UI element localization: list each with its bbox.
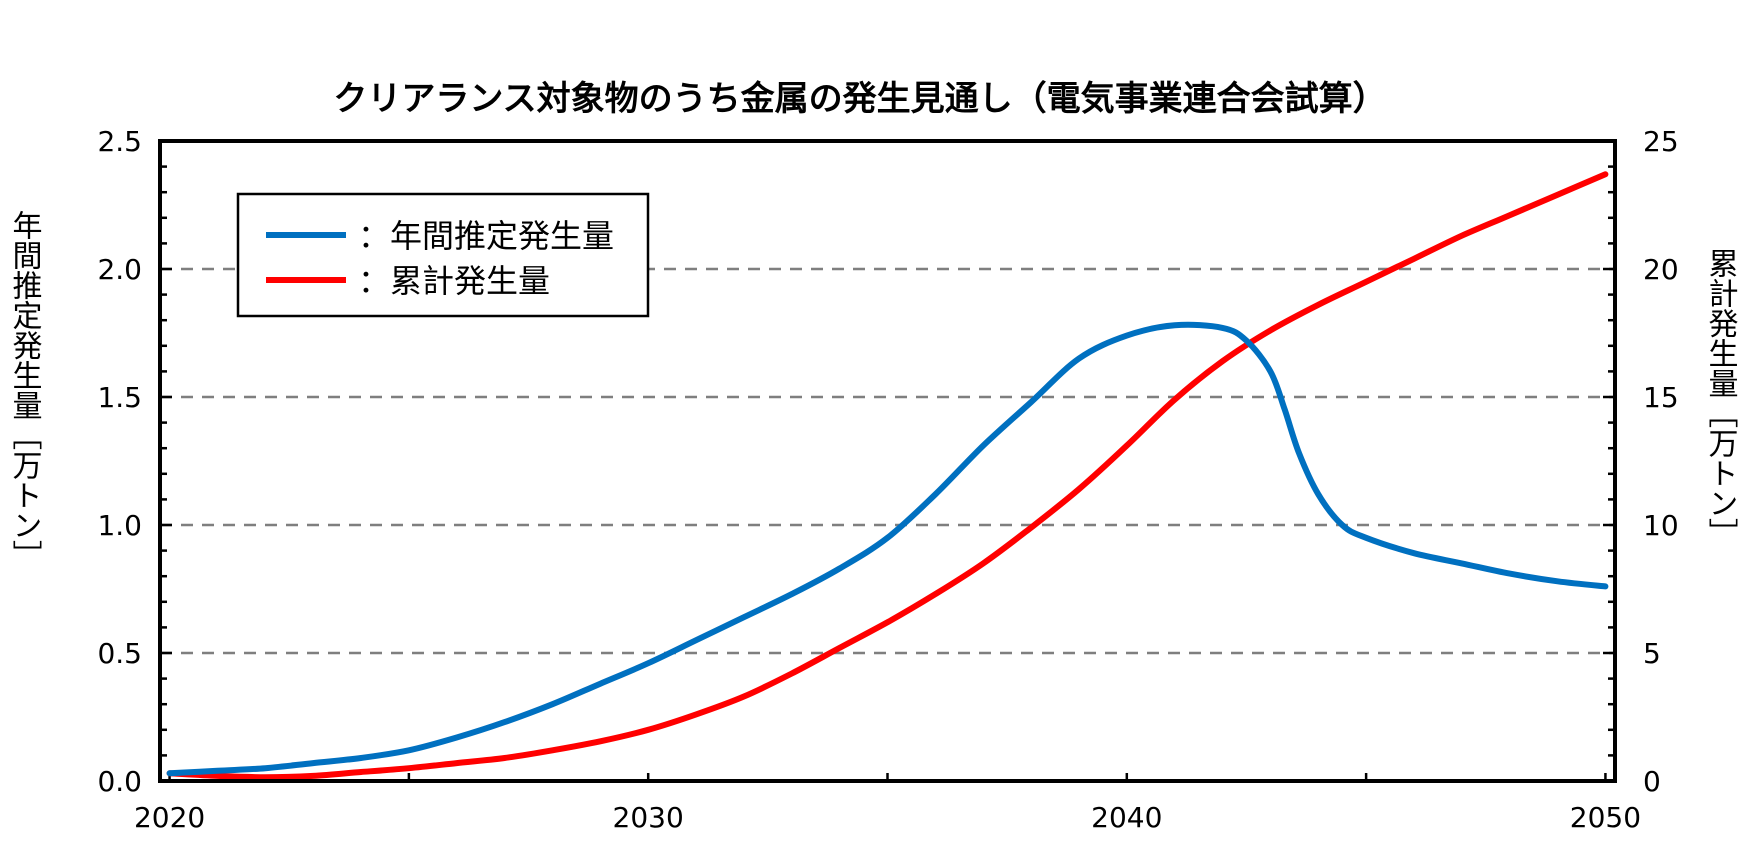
- y-tick-label: 1.5: [97, 381, 142, 414]
- x-tick-label: 2040: [1091, 801, 1162, 834]
- y2-tick-label: 15: [1643, 381, 1679, 414]
- series-cumulative-line: [166, 171, 1609, 781]
- x-tick-label: 2030: [613, 801, 684, 834]
- x-tick-label: 2050: [1570, 801, 1641, 834]
- y2-tick-label: 5: [1643, 637, 1661, 670]
- series-layer: [166, 171, 1609, 781]
- plot-frame: [158, 139, 1617, 783]
- y2-axis-tick-labels: 0 5 10 15 20 25: [1643, 125, 1679, 798]
- y2-axis-label: 累計発生量［万トン］: [1703, 248, 1739, 548]
- x-tick-label: 2020: [134, 801, 205, 834]
- grid-lines: [160, 267, 1615, 655]
- y2-tick-label: 0: [1643, 765, 1661, 798]
- y-tick-label: 0.5: [97, 637, 142, 670]
- y-axis-tick-labels: 0.0 0.5 1.0 1.5 2.0 2.5: [97, 125, 142, 798]
- y2-tick-label: 25: [1643, 125, 1679, 158]
- chart-title: クリアランス対象物のうち金属の発生見通し（電気事業連合会試算）: [333, 79, 1386, 119]
- series-annual-line: [166, 321, 1609, 777]
- y2-tick-label: 10: [1643, 509, 1679, 542]
- legend-label-annual: ：年間推定発生量: [358, 217, 614, 255]
- y-tick-label: 2.0: [97, 253, 142, 286]
- x-axis-tick-labels: 2020 2030 2040 2050: [134, 801, 1641, 834]
- legend-label-cumulative: ：累計発生量: [358, 262, 550, 300]
- y-tick-label: 0.0: [97, 765, 142, 798]
- legend-box: [236, 192, 650, 318]
- y-axis-label: 年間推定発生量［万トン］: [7, 210, 43, 570]
- y2-tick-label: 20: [1643, 253, 1679, 286]
- y-tick-label: 1.0: [97, 509, 142, 542]
- y-tick-label: 2.5: [97, 125, 142, 158]
- legend: ：年間推定発生量 ：累計発生量: [236, 192, 650, 318]
